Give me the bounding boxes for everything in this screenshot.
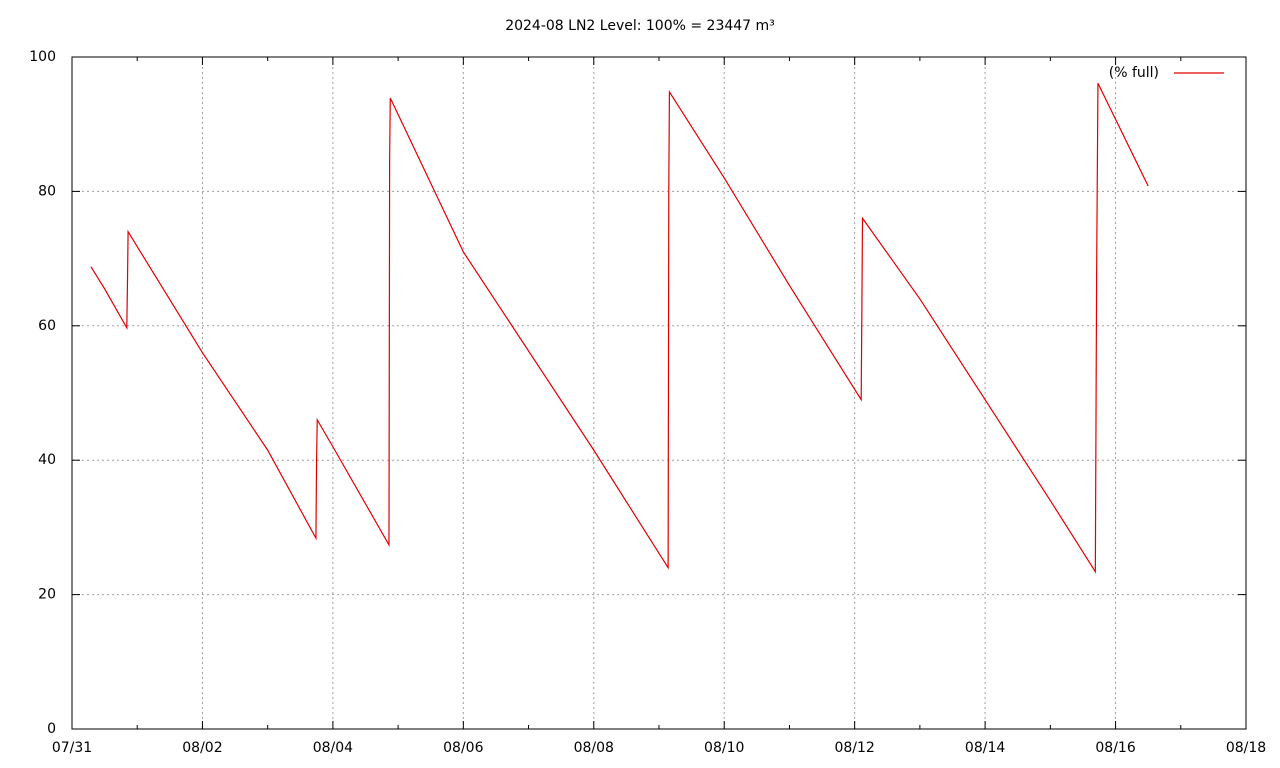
x-tick-label: 08/18	[1226, 740, 1266, 756]
y-tick-label: 40	[38, 452, 56, 468]
y-tick-label: 80	[38, 183, 56, 199]
x-tick-label: 08/12	[834, 740, 874, 756]
y-tick-label: 60	[38, 318, 56, 334]
x-tick-label: 08/16	[1095, 740, 1135, 756]
y-tick-label: 100	[29, 49, 56, 65]
x-tick-label: 08/10	[704, 740, 744, 756]
x-tick-label: 08/14	[965, 740, 1005, 756]
x-tick-label: 08/08	[574, 740, 614, 756]
chart-title: 2024-08 LN2 Level: 100% = 23447 m³	[505, 18, 775, 34]
plot-border	[71, 56, 1247, 730]
y-tick-label: 0	[47, 721, 56, 737]
x-tick-label: 08/06	[443, 740, 483, 756]
x-tick-label: 08/04	[313, 740, 353, 756]
y-tick-label: 20	[38, 587, 56, 603]
x-tick-label: 08/02	[182, 740, 222, 756]
data-line	[90, 82, 1149, 574]
x-tick-label: 07/31	[52, 740, 92, 756]
legend-label: (% full)	[1109, 65, 1159, 81]
